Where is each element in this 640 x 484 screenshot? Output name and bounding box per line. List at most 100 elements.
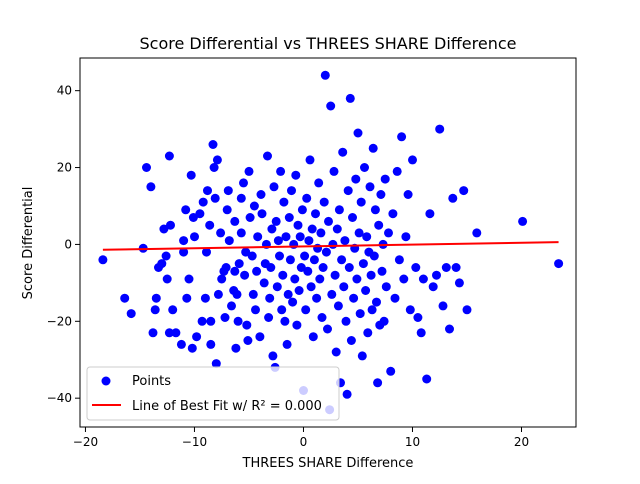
data-point: [401, 232, 411, 242]
data-point: [195, 209, 205, 219]
data-point: [408, 155, 417, 165]
data-point: [435, 124, 445, 134]
data-point: [366, 270, 376, 280]
data-point: [361, 286, 371, 295]
data-point: [206, 339, 216, 349]
data-point: [98, 255, 108, 265]
data-point: [203, 186, 212, 196]
x-tick-label: 20: [514, 435, 529, 449]
data-point: [331, 347, 341, 357]
data-point: [273, 236, 283, 246]
x-tick-label: −10: [182, 435, 207, 449]
data-point: [554, 259, 564, 269]
data-point: [268, 351, 278, 361]
legend-points-label: Points: [132, 374, 171, 389]
data-point: [438, 301, 448, 311]
data-point: [295, 232, 305, 242]
data-point: [164, 328, 174, 338]
data-point: [253, 232, 263, 242]
data-point: [294, 286, 304, 295]
data-point: [311, 209, 320, 219]
data-point: [307, 224, 317, 234]
data-point: [213, 289, 223, 299]
data-point: [230, 216, 240, 226]
legend-points-marker: [101, 376, 111, 386]
data-point: [321, 247, 331, 257]
legend-box: [86, 366, 340, 421]
data-point: [164, 151, 174, 161]
data-point: [279, 197, 289, 207]
data-point: [142, 163, 151, 172]
data-point: [276, 166, 286, 176]
data-point: [323, 324, 332, 334]
data-point: [384, 228, 393, 238]
data-point: [255, 332, 265, 342]
data-point: [281, 232, 291, 242]
data-point: [233, 316, 243, 326]
data-point: [280, 316, 290, 326]
data-point: [394, 255, 404, 265]
data-point: [284, 213, 294, 222]
legend-fit-line-label: Line of Best Fit w/ R² = 0.000: [132, 399, 322, 414]
data-point: [166, 220, 175, 230]
data-point: [245, 213, 255, 222]
y-tick-label: 40: [57, 84, 72, 98]
data-point: [309, 255, 319, 265]
fit-line-layer: [102, 241, 559, 251]
data-point: [425, 209, 435, 219]
data-point: [120, 293, 130, 303]
data-point: [428, 282, 438, 292]
data-point: [257, 209, 267, 219]
data-point: [302, 193, 312, 203]
data-point: [390, 293, 400, 303]
data-point: [272, 282, 282, 292]
data-point: [211, 359, 221, 369]
data-point: [305, 155, 315, 165]
data-point: [301, 305, 311, 315]
data-point: [320, 70, 330, 80]
data-point: [223, 186, 233, 196]
legend: Points Line of Best Fit w/ R² = 0.000: [86, 366, 340, 421]
data-point: [413, 313, 423, 322]
data-point: [308, 332, 318, 342]
data-point: [184, 274, 194, 284]
data-point: [157, 259, 167, 269]
data-point: [231, 343, 241, 353]
data-point: [126, 309, 136, 319]
data-point: [277, 305, 287, 315]
data-point: [345, 93, 355, 103]
data-point: [326, 101, 336, 111]
data-point: [411, 263, 421, 272]
x-tick-label: −20: [73, 435, 98, 449]
y-tick-label: −40: [47, 391, 72, 405]
ticks-layer: −20 −10 0 10 20 −40 −20 0 20 40: [47, 84, 529, 449]
data-point: [187, 343, 197, 353]
data-point: [208, 140, 218, 149]
data-point: [188, 213, 198, 222]
data-point: [354, 228, 364, 238]
data-point: [190, 232, 199, 242]
data-point: [329, 166, 339, 176]
data-point: [247, 251, 257, 261]
data-point: [283, 289, 293, 299]
data-point: [388, 209, 398, 219]
data-point: [363, 328, 373, 338]
data-point: [380, 174, 390, 184]
data-point: [349, 293, 359, 303]
data-point: [239, 178, 248, 188]
data-point: [379, 316, 389, 326]
data-point: [377, 266, 387, 276]
data-point: [459, 186, 469, 196]
data-point: [222, 205, 232, 215]
data-point: [454, 278, 464, 288]
data-point: [221, 263, 231, 272]
data-point: [300, 251, 310, 261]
data-point: [252, 266, 262, 276]
data-point: [243, 336, 253, 345]
data-point: [399, 274, 409, 284]
data-point: [285, 255, 295, 265]
data-point: [146, 182, 156, 192]
data-point: [373, 378, 383, 388]
data-point: [360, 163, 369, 172]
data-point: [267, 224, 277, 234]
